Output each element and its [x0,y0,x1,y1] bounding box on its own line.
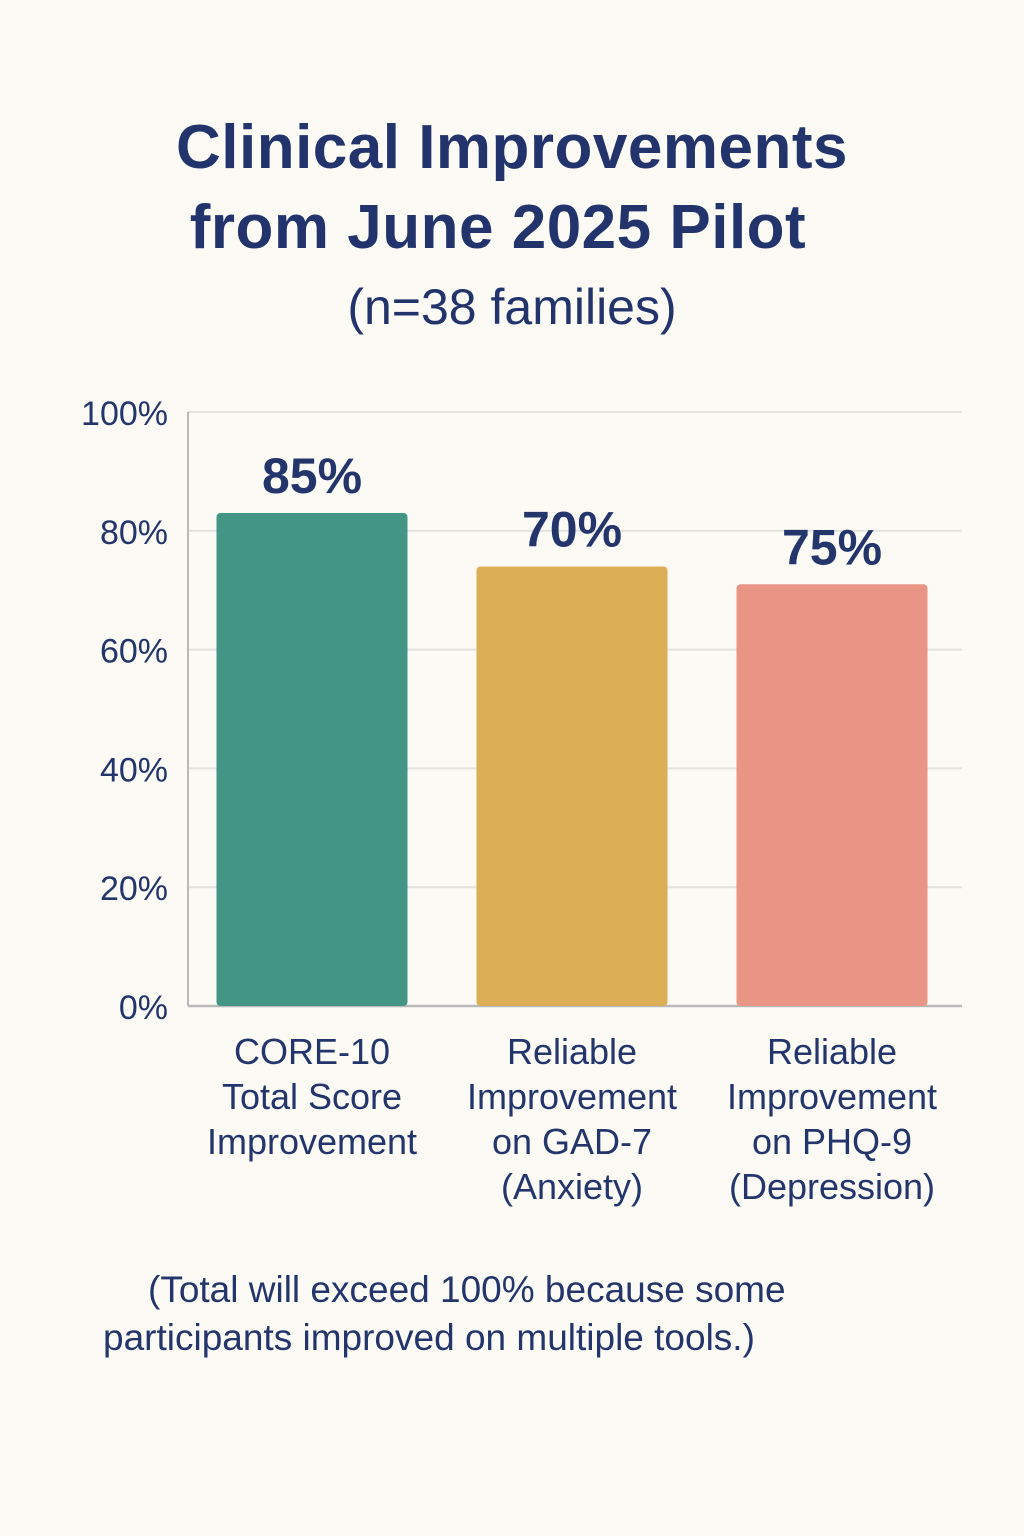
x-tick-label-3: Reliable [767,1031,897,1072]
y-tick-label: 40% [100,751,168,789]
x-tick-label-2: Reliable [507,1031,637,1072]
chart-subtitle: (n=38 families) [347,279,677,335]
x-tick-label-3: on PHQ-9 [752,1121,912,1162]
footnote-line-2: participants improved on multiple tools.… [103,1317,755,1358]
footnote-line-1: (Total will exceed 100% because some [148,1269,786,1310]
x-tick-label-3: (Depression) [729,1166,935,1207]
x-tick-label-2: Improvement [467,1076,677,1117]
bar-3 [736,584,928,1006]
y-tick-label: 0% [119,989,168,1027]
x-tick-label-2: on GAD-7 [492,1121,652,1162]
x-tick-label-1: Improvement [207,1121,417,1162]
y-tick-label: 100% [81,395,168,433]
y-tick-label: 60% [100,633,168,671]
x-tick-label-1: Total Score [222,1076,402,1117]
data-label-2: 70% [522,501,622,557]
x-tick-label-2: (Anxiety) [501,1166,643,1207]
y-tick-label: 20% [100,870,168,908]
bar-1 [216,512,408,1006]
bar-2 [476,566,668,1006]
data-label-3: 75% [782,519,882,575]
data-label-1: 85% [262,448,362,504]
chart-title-line-2: from June 2025 Pilot [189,193,807,262]
x-tick-label-3: Improvement [727,1076,937,1117]
x-tick-label-1: CORE-10 [234,1031,390,1072]
chart-title-line-1: Clinical Improvements [175,113,849,182]
y-tick-label: 80% [100,514,168,552]
